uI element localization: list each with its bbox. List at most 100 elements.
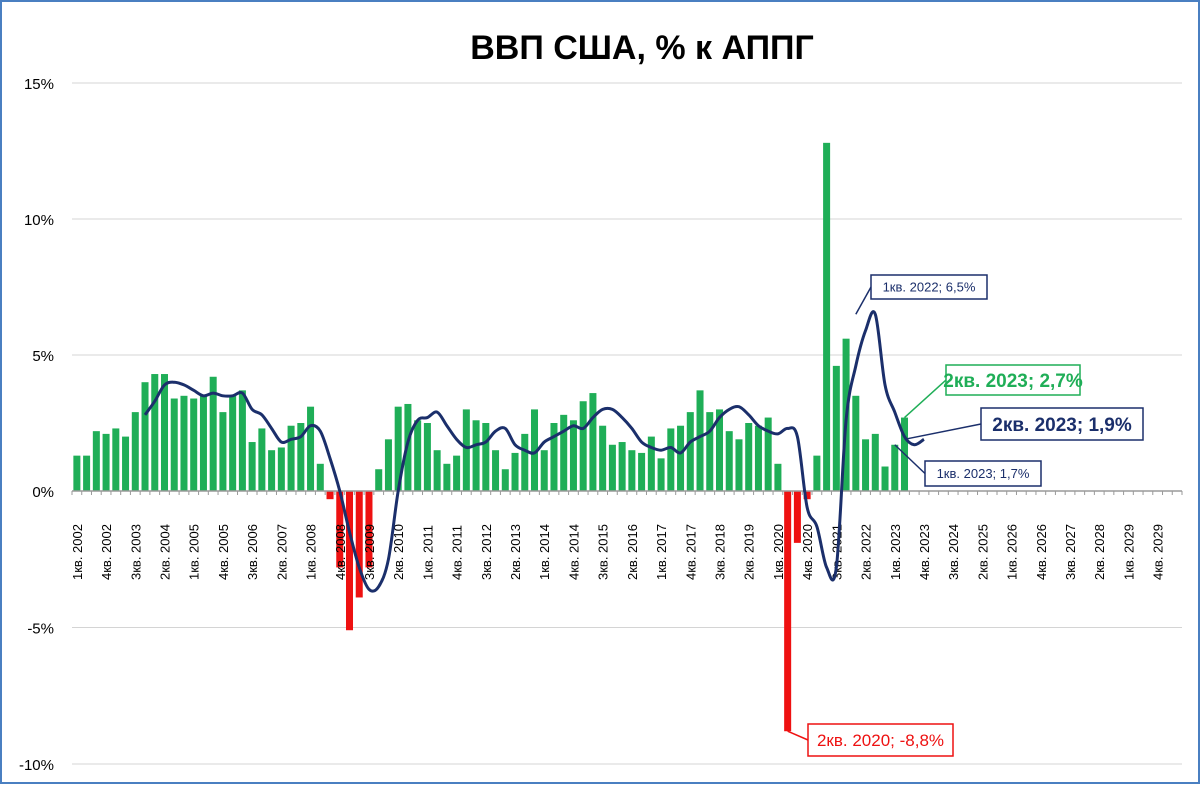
bar <box>375 469 383 491</box>
bar <box>774 463 782 491</box>
x-tick-label: 2кв. 2028 <box>1092 524 1107 580</box>
bar <box>569 420 577 491</box>
bar <box>365 491 373 568</box>
bar <box>355 491 363 598</box>
bar <box>832 365 840 491</box>
bar <box>453 455 461 491</box>
x-tick-label: 2кв. 2013 <box>508 524 523 580</box>
x-tick-label: 3кв. 2003 <box>128 524 143 580</box>
grid-lines <box>72 82 1182 765</box>
bar <box>112 428 120 491</box>
bar <box>667 428 675 491</box>
bar <box>462 409 470 491</box>
bar <box>881 466 889 491</box>
bar <box>472 420 480 491</box>
bar <box>394 406 402 491</box>
bar <box>384 439 392 491</box>
y-tick-label: 5% <box>32 348 54 365</box>
x-tick-labels: 1кв. 2002 4кв. 2002 3кв. 2003 2кв. 2004 1кв.… <box>70 524 1166 580</box>
bar <box>754 425 762 491</box>
x-tick-label: 1кв. 2014 <box>537 524 552 580</box>
bar <box>316 463 324 491</box>
bar <box>803 491 811 500</box>
bar <box>345 491 354 631</box>
x-tick-label: 4кв. 2020 <box>800 524 815 580</box>
x-tick-label: 3кв. 2012 <box>479 524 494 580</box>
annotation-box <box>870 274 988 300</box>
bar <box>131 412 139 491</box>
y-tick-label: -10% <box>19 757 54 774</box>
bar <box>813 455 821 491</box>
x-tick-label: 2кв. 2010 <box>391 524 406 580</box>
x-tick-label: 4кв. 2023 <box>917 524 932 580</box>
bar <box>715 409 724 491</box>
bar <box>501 469 509 491</box>
chart-title: ВВП США, % к АППГ <box>470 29 814 67</box>
x-tick-label: 2кв. 2016 <box>625 524 640 580</box>
bar <box>277 447 285 491</box>
bar <box>492 450 500 491</box>
bar <box>209 376 217 491</box>
bar <box>696 390 704 491</box>
x-tick-label: 4кв. 2026 <box>1034 524 1049 580</box>
bar <box>735 439 743 491</box>
x-tick-label: 3кв. 2015 <box>596 524 611 580</box>
bar <box>793 491 801 543</box>
bar <box>414 420 422 491</box>
x-tick-label: 3кв. 2027 <box>1063 524 1078 580</box>
bar <box>686 412 694 491</box>
y-tick-labels: 15% 10% 5% 0% -5% -10% <box>19 76 54 774</box>
bar <box>677 425 685 491</box>
bar <box>229 395 237 491</box>
y-tick-label: 10% <box>24 212 54 229</box>
x-tick-label: 1кв. 2011 <box>420 525 435 580</box>
annotation-box <box>945 364 1081 396</box>
annotation-box <box>980 407 1144 441</box>
bar <box>725 431 733 491</box>
x-tick-label: 2кв. 2019 <box>742 524 757 580</box>
x-tick-label: 4кв. 2029 <box>1151 524 1166 580</box>
x-tick-label: 2кв. 2025 <box>975 524 990 580</box>
annotation-leader <box>855 286 872 315</box>
bar <box>190 398 198 491</box>
y-tick-label: 0% <box>32 484 54 501</box>
bar <box>628 450 636 491</box>
bar <box>706 412 714 491</box>
moving-average-line <box>143 310 925 593</box>
annotation-box <box>924 460 1042 487</box>
x-tick-label: 2кв. 2004 <box>158 524 173 580</box>
bar <box>852 395 860 491</box>
x-tick-label: 1кв. 2005 <box>187 524 202 580</box>
x-tick-label: 2кв. 2007 <box>274 524 289 580</box>
annotation-label: 1кв. 2023; 1,7% <box>937 466 1030 481</box>
bar <box>151 374 159 491</box>
annotations: 1кв. 2022; 6,5% 2кв. 2023; 2,7% 2кв. 2023;… <box>787 274 1144 757</box>
bar <box>297 423 305 491</box>
bar <box>745 423 753 491</box>
bar <box>433 450 441 491</box>
x-tick-label: 4кв. 2002 <box>99 524 114 580</box>
bar <box>423 423 431 491</box>
bar <box>443 463 451 491</box>
bar <box>326 491 334 500</box>
bar <box>248 442 256 491</box>
bar <box>550 423 558 491</box>
bar <box>102 433 110 491</box>
bar <box>823 142 831 491</box>
bar <box>268 450 276 491</box>
bar <box>180 395 188 491</box>
bar <box>521 433 529 491</box>
bar <box>170 398 178 491</box>
annotation-leader <box>903 379 947 419</box>
bar <box>83 455 91 491</box>
x-tick-label: 3кв. 2009 <box>362 524 377 580</box>
bar <box>122 436 130 491</box>
x-tick-label: 4кв. 2011 <box>450 525 465 580</box>
bar-series <box>73 142 909 732</box>
x-tick-label: 3кв. 2006 <box>245 524 260 580</box>
x-tick-label: 1кв. 2002 <box>70 524 85 580</box>
x-tick-label: 3кв. 2024 <box>946 524 961 580</box>
x-tick-label: 1кв. 2017 <box>654 524 669 580</box>
